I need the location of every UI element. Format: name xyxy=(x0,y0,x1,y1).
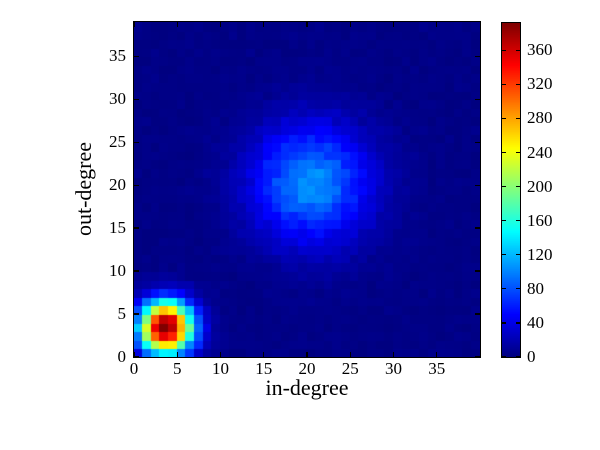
y-tick-mark xyxy=(475,356,480,358)
colorbar-tick-mark xyxy=(516,288,520,290)
colorbar-tick-mark xyxy=(502,117,506,120)
x-tick-mark xyxy=(176,22,178,27)
y-tick-label: 20 xyxy=(109,175,126,195)
colorbar-tick-mark xyxy=(502,288,506,290)
y-axis-label: out-degree xyxy=(71,141,96,237)
y-tick-mark xyxy=(475,55,480,58)
y-tick-mark xyxy=(475,98,480,100)
x-tick-label: 25 xyxy=(341,359,359,378)
y-tick-mark xyxy=(134,98,139,100)
y-tick-label: 30 xyxy=(109,89,126,109)
x-tick-mark xyxy=(133,352,135,357)
y-tick-mark xyxy=(134,227,139,229)
x-tick-mark xyxy=(436,352,438,357)
y-tick-mark xyxy=(134,313,139,315)
y-tick-mark xyxy=(475,184,480,186)
x-tick-label: 20 xyxy=(298,359,316,378)
x-tick-mark xyxy=(392,352,395,357)
x-tick-mark xyxy=(219,352,222,357)
colorbar-tick-mark xyxy=(502,356,506,358)
colorbar-tick-mark xyxy=(502,83,506,85)
y-tick-mark xyxy=(134,270,139,272)
colorbar-tick-label: 80 xyxy=(527,278,544,298)
x-tick-mark xyxy=(306,352,308,357)
y-tick-mark xyxy=(134,184,139,186)
colorbar-tick-label: 360 xyxy=(527,40,553,60)
x-tick-mark xyxy=(392,22,395,27)
y-tick-mark xyxy=(475,313,480,315)
colorbar-tick-mark xyxy=(516,322,520,324)
y-tick-mark xyxy=(134,356,139,358)
x-tick-mark xyxy=(219,22,222,27)
colorbar-tick-mark xyxy=(502,220,506,222)
x-tick-label: 30 xyxy=(385,359,402,378)
colorbar xyxy=(501,22,521,358)
x-tick-mark xyxy=(263,352,265,357)
colorbar-tick-mark xyxy=(516,220,520,222)
colorbar-tick-label: 240 xyxy=(527,142,553,162)
x-tick-label: 0 xyxy=(129,359,139,378)
y-tick-label: 15 xyxy=(109,218,126,238)
y-tick-label: 25 xyxy=(109,132,126,152)
x-axis-label: in-degree xyxy=(265,375,349,400)
colorbar-tick-mark xyxy=(516,83,520,85)
y-tick-label: 5 xyxy=(117,304,127,324)
colorbar-tick-mark xyxy=(516,49,520,51)
colorbar-tick-label: 40 xyxy=(527,312,544,332)
colorbar-tick-label: 0 xyxy=(527,347,536,366)
y-tick-mark xyxy=(475,141,480,143)
x-tick-label: 35 xyxy=(428,359,446,378)
x-tick-mark xyxy=(133,22,135,27)
x-tick-label: 5 xyxy=(173,359,182,378)
x-tick-mark xyxy=(176,352,178,357)
colorbar-tick-label: 280 xyxy=(527,108,553,128)
x-tick-mark xyxy=(436,22,438,27)
colorbar-tick-label: 120 xyxy=(527,244,553,264)
colorbar-tick-label: 320 xyxy=(527,74,553,94)
y-tick-label: 0 xyxy=(117,347,127,366)
colorbar-tick-mark xyxy=(502,49,506,51)
x-tick-mark xyxy=(349,22,351,27)
y-tick-label: 35 xyxy=(109,46,126,66)
colorbar-tick-mark xyxy=(516,151,520,154)
colorbar-tick-mark xyxy=(516,254,520,256)
y-tick-mark xyxy=(475,227,480,229)
x-tick-label: 15 xyxy=(255,359,273,378)
y-tick-mark xyxy=(134,55,139,58)
x-tick-mark xyxy=(263,22,265,27)
colorbar-tick-mark xyxy=(502,185,506,188)
colorbar-tick-label: 160 xyxy=(527,210,553,230)
plot-area xyxy=(133,21,481,358)
colorbar-canvas xyxy=(502,23,520,357)
colorbar-tick-mark xyxy=(516,117,520,120)
colorbar-tick-label: 200 xyxy=(527,176,553,196)
heatmap-canvas xyxy=(134,22,480,357)
colorbar-tick-mark xyxy=(502,151,506,154)
y-tick-label: 10 xyxy=(109,261,126,281)
y-tick-mark xyxy=(475,270,480,272)
y-tick-mark xyxy=(134,141,139,143)
x-tick-mark xyxy=(349,352,351,357)
colorbar-tick-mark xyxy=(516,356,520,358)
colorbar-tick-mark xyxy=(502,254,506,256)
x-tick-mark xyxy=(306,22,308,27)
x-tick-label: 10 xyxy=(212,359,229,378)
colorbar-tick-mark xyxy=(516,185,520,188)
colorbar-tick-mark xyxy=(502,322,506,324)
